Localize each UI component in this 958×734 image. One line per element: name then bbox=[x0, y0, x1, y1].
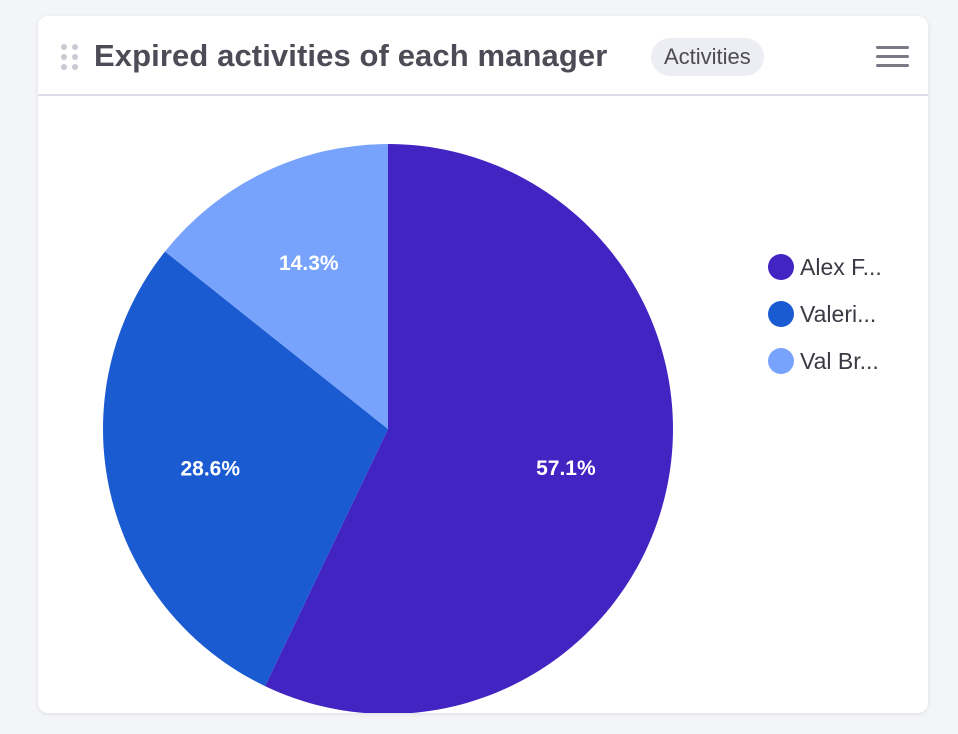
widget-title: Expired activities of each manager bbox=[94, 38, 608, 73]
legend-swatch-3 bbox=[768, 348, 794, 374]
legend-swatch-1 bbox=[768, 254, 794, 280]
widget-card: Expired activities of each manager Activ… bbox=[38, 16, 928, 713]
pie-chart: 57.1% 28.6% 14.3% bbox=[103, 144, 673, 713]
legend-swatch-2 bbox=[768, 301, 794, 327]
legend-label-1: Alex F... bbox=[800, 254, 882, 280]
legend-label-3: Val Br... bbox=[800, 348, 879, 374]
pie-slice-label-1: 57.1% bbox=[536, 457, 596, 480]
pie-slice-label-2: 28.6% bbox=[180, 457, 240, 480]
legend-label-2: Valeri... bbox=[800, 301, 877, 327]
drag-dots-icon[interactable] bbox=[61, 44, 79, 70]
pie-slice-2[interactable] bbox=[103, 251, 388, 687]
widget-header: Expired activities of each manager Activ… bbox=[38, 16, 928, 96]
pie-slice-label-3: 14.3% bbox=[279, 252, 339, 275]
category-badge: Activities bbox=[651, 38, 764, 76]
pie-slice-3[interactable] bbox=[165, 144, 388, 429]
pie-slice-1[interactable] bbox=[265, 144, 673, 713]
hamburger-menu-icon[interactable] bbox=[876, 46, 909, 68]
pie-chart-area: 57.1% 28.6% 14.3% Alex F... Valeri... Val Br… bbox=[38, 96, 928, 713]
